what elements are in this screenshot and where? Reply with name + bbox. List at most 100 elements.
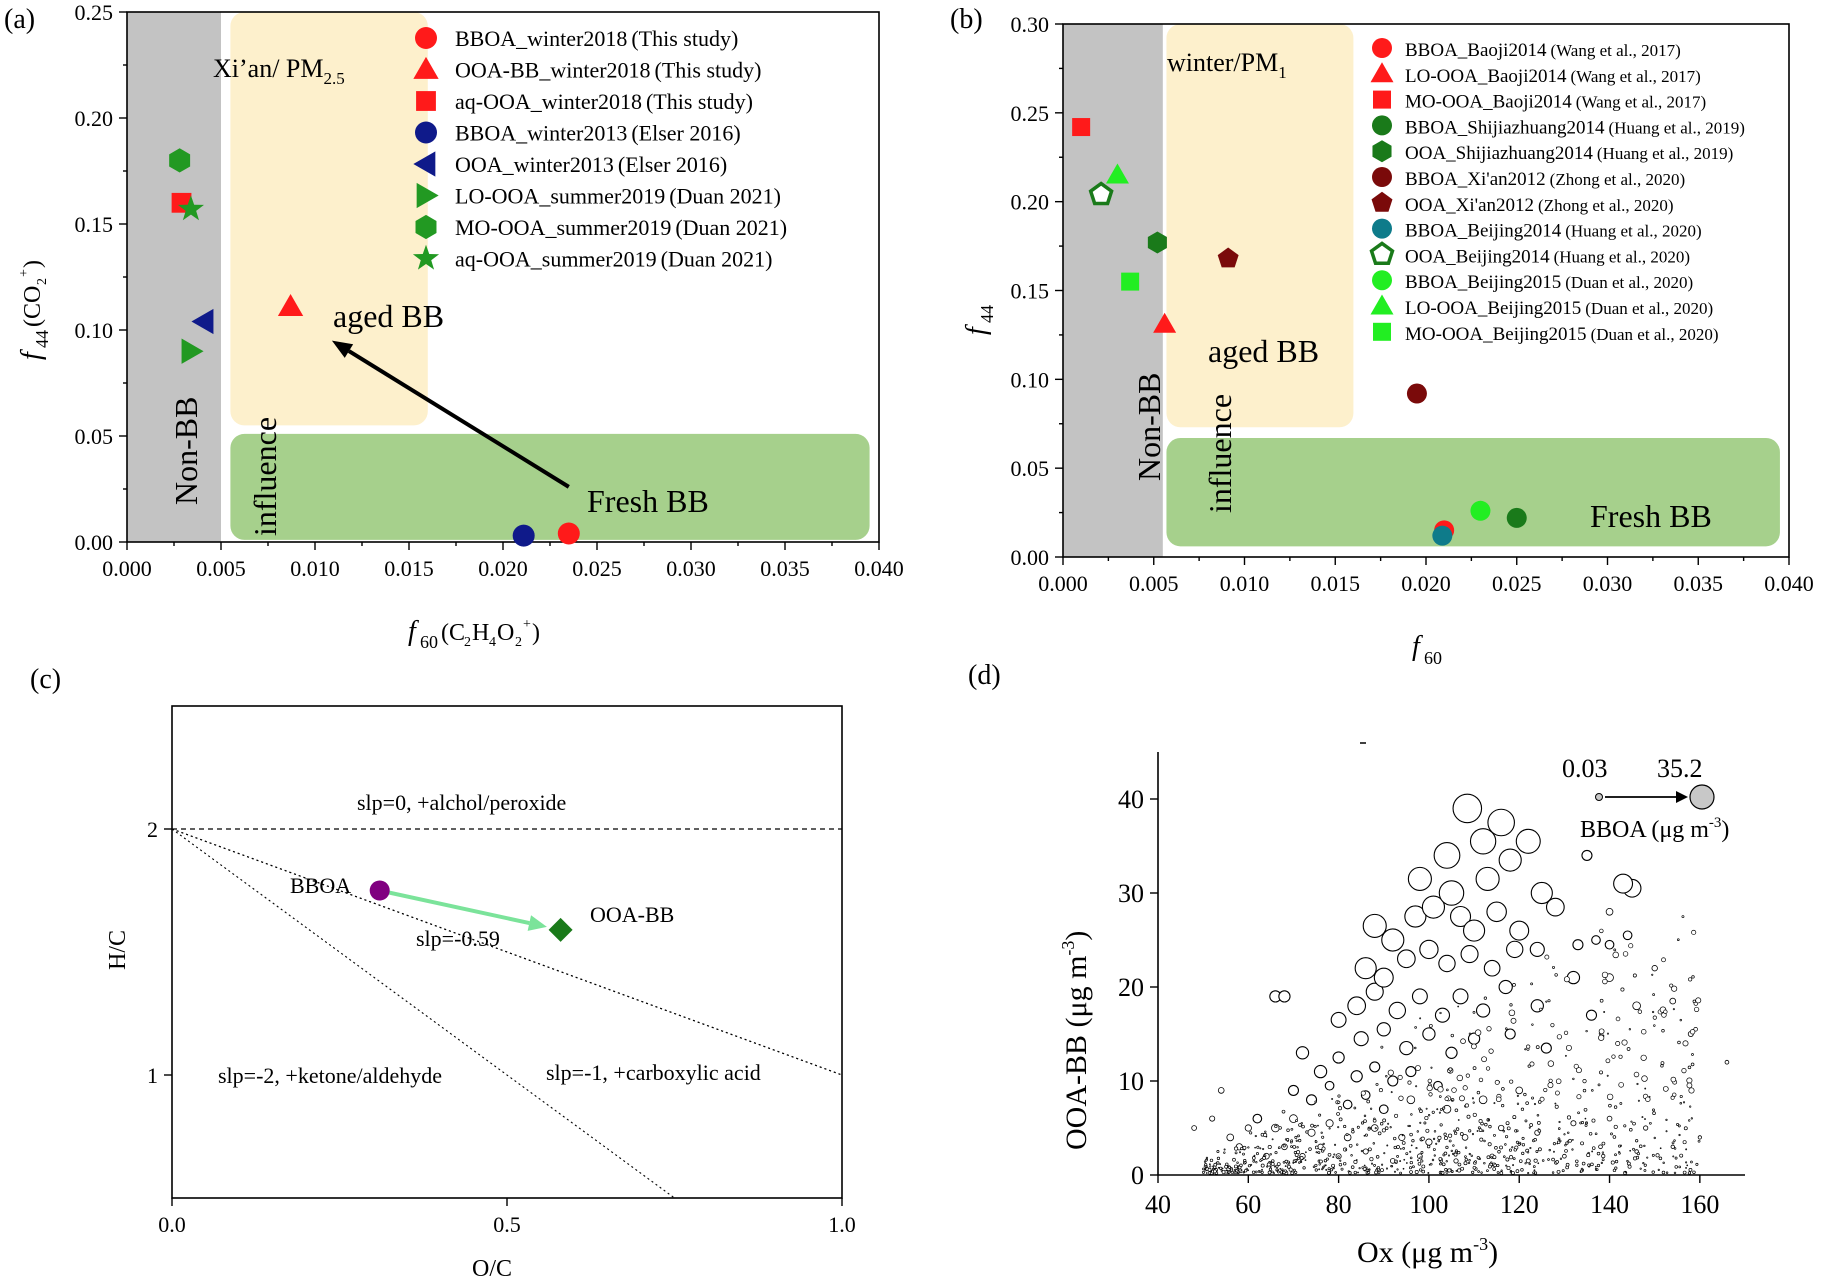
bubble-point — [1679, 1153, 1684, 1158]
bubble-point — [1438, 954, 1456, 973]
bubble-point — [1299, 1160, 1303, 1163]
bubble-point — [1407, 1080, 1412, 1085]
bubble-point — [1405, 1162, 1408, 1164]
y-tick-label: 0.20 — [75, 106, 114, 131]
site-label-main-b: winter/PM — [1167, 48, 1278, 77]
bubble-point — [1629, 1127, 1633, 1132]
bubble-point — [1516, 1102, 1520, 1105]
bubble-point — [1519, 1159, 1523, 1163]
bubble-point — [1512, 1164, 1515, 1167]
size-legend-label-main: BBOA (μg m — [1580, 817, 1709, 843]
bubble-point — [1537, 1147, 1542, 1152]
bubble-point — [1539, 1007, 1543, 1012]
legend-marker — [1372, 38, 1392, 58]
bubble-point — [1325, 1157, 1329, 1161]
bubble-point — [1226, 1133, 1235, 1142]
bubble-point — [1554, 1090, 1560, 1096]
bubble-point — [1678, 1165, 1682, 1169]
bubble-point — [1360, 1149, 1364, 1153]
legend-marker — [1370, 294, 1394, 315]
legend-series-name: BBOA_Beijing2015 — [1405, 272, 1561, 293]
bubble-point — [1320, 1131, 1323, 1134]
bubble-point — [1645, 1096, 1651, 1102]
y-tick-label: 0.05 — [75, 424, 114, 449]
bubble-point — [1551, 1157, 1555, 1162]
bubble-point — [1462, 1085, 1468, 1091]
bubble-point — [1338, 1117, 1343, 1122]
bubble-point — [1691, 929, 1697, 935]
bubble-point — [1724, 1059, 1730, 1065]
bubble-point — [1234, 1146, 1239, 1151]
y-tick-label: 10 — [1118, 1067, 1144, 1096]
bubble-point — [1232, 1171, 1236, 1174]
bubble-point — [1633, 1071, 1640, 1078]
bubble-point — [1343, 1162, 1347, 1166]
bubble-point — [1556, 1169, 1561, 1174]
reference-lines-c — [171, 828, 843, 1199]
bubble-point — [1390, 1091, 1393, 1094]
fresh-bb-label-b: Fresh BB — [1590, 498, 1712, 534]
bubble-point — [1339, 1159, 1342, 1162]
bubble-point — [1327, 1152, 1332, 1157]
bubble-point — [1474, 1029, 1482, 1036]
bubble-point — [1438, 1157, 1443, 1161]
bubble-point — [1576, 1094, 1582, 1100]
site-label-sub-b: 1 — [1278, 63, 1287, 82]
bubble-point — [1262, 1147, 1265, 1151]
bubble-point — [1476, 1156, 1480, 1160]
bubble-point — [1585, 1009, 1598, 1021]
bubble-point — [1313, 1124, 1317, 1128]
bubble-point — [1632, 973, 1637, 978]
bubble-point — [1453, 1158, 1459, 1164]
legend-marker — [413, 151, 436, 177]
bubble-point — [1651, 1170, 1655, 1174]
bubble-point — [1611, 1054, 1616, 1059]
bubble-point — [1525, 1158, 1531, 1164]
bubble-point — [1486, 901, 1507, 923]
data-point-lo-ooa-beijing2015 — [1105, 163, 1129, 184]
bubble-point — [1526, 1151, 1530, 1154]
bubble-point — [1541, 1159, 1545, 1162]
bubble-point — [1652, 1015, 1657, 1020]
bubble-point — [1334, 1143, 1337, 1146]
x-tick-label: 120 — [1500, 1190, 1539, 1219]
bubble-point — [1396, 1168, 1399, 1171]
bubble-point — [1252, 1159, 1256, 1163]
legend-marker — [1373, 322, 1391, 341]
bubble-point — [1591, 1089, 1594, 1092]
bubble-point — [1294, 1170, 1298, 1174]
bubble-point — [1428, 1092, 1433, 1097]
bubble-point — [1661, 1029, 1665, 1033]
bubble-point — [1325, 1119, 1334, 1128]
bubble-point — [1227, 1165, 1231, 1169]
bubble-point — [1219, 1163, 1222, 1166]
bubble-point — [1368, 1147, 1372, 1152]
bubble-point — [1626, 1161, 1631, 1166]
bubble-point — [1364, 1133, 1368, 1137]
legend-marker — [1373, 90, 1391, 109]
bubble-point — [1354, 957, 1377, 980]
bubble-point — [1249, 1131, 1253, 1135]
bubble-point — [1478, 1077, 1484, 1083]
bubble-point — [1310, 1123, 1314, 1128]
bubble-point — [1436, 1108, 1439, 1111]
bubble-point — [1212, 1165, 1215, 1168]
bubble-point — [1384, 1126, 1389, 1130]
bubble-point — [1504, 1143, 1507, 1146]
non-bb-line1-a: Non-BB — [168, 397, 204, 505]
bubble-point — [1239, 1151, 1242, 1154]
bubble-point — [1615, 1016, 1621, 1022]
panel-label-a: (a) — [4, 4, 35, 35]
bubble-point — [1533, 1169, 1536, 1172]
bubble-point — [1669, 983, 1674, 988]
bubble-point — [1681, 915, 1685, 919]
bubble-point — [1620, 987, 1625, 992]
bubble-point — [1446, 1088, 1449, 1092]
size-legend-label-sup: -3 — [1709, 815, 1722, 831]
bubble-point — [1422, 1027, 1436, 1041]
bubble-point — [1337, 1106, 1343, 1111]
legend-marker — [1371, 191, 1393, 212]
bubble-point — [1396, 1155, 1399, 1158]
bubble-point — [1628, 1028, 1631, 1031]
bubble-point — [1497, 1150, 1501, 1154]
